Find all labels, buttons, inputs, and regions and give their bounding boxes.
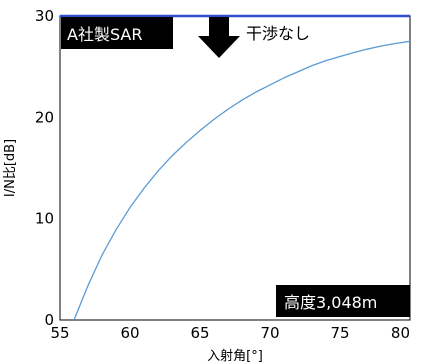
x-tick-label: 65 <box>190 324 209 342</box>
x-tick-labels: 55 60 65 70 75 80 <box>50 324 410 342</box>
plot-frame <box>59 15 411 321</box>
x-tick-label: 55 <box>50 324 69 342</box>
y-axis-title: I/N比[dB] <box>3 139 18 197</box>
x-tick-label: 75 <box>330 324 349 342</box>
interference-label: 干渉なし <box>246 24 310 43</box>
company-label-box <box>61 17 173 49</box>
company-label: A社製SAR <box>67 25 142 44</box>
altitude-label-box <box>276 285 410 317</box>
altitude-label: 高度3,048m <box>284 293 377 312</box>
y-tick-label: 20 <box>35 108 54 126</box>
x-axis-title: 入射角[°] <box>207 348 263 364</box>
y-tick-label: 0 <box>44 311 54 329</box>
y-tick-labels: 0 10 20 30 <box>35 7 54 329</box>
series-line <box>73 40 411 321</box>
down-arrow-icon <box>198 17 240 58</box>
x-tick-label: 80 <box>391 324 410 342</box>
x-tick-label: 60 <box>120 324 139 342</box>
y-tick-label: 30 <box>35 7 54 25</box>
x-tick-label: 70 <box>260 324 279 342</box>
y-tick-label: 10 <box>35 210 54 228</box>
